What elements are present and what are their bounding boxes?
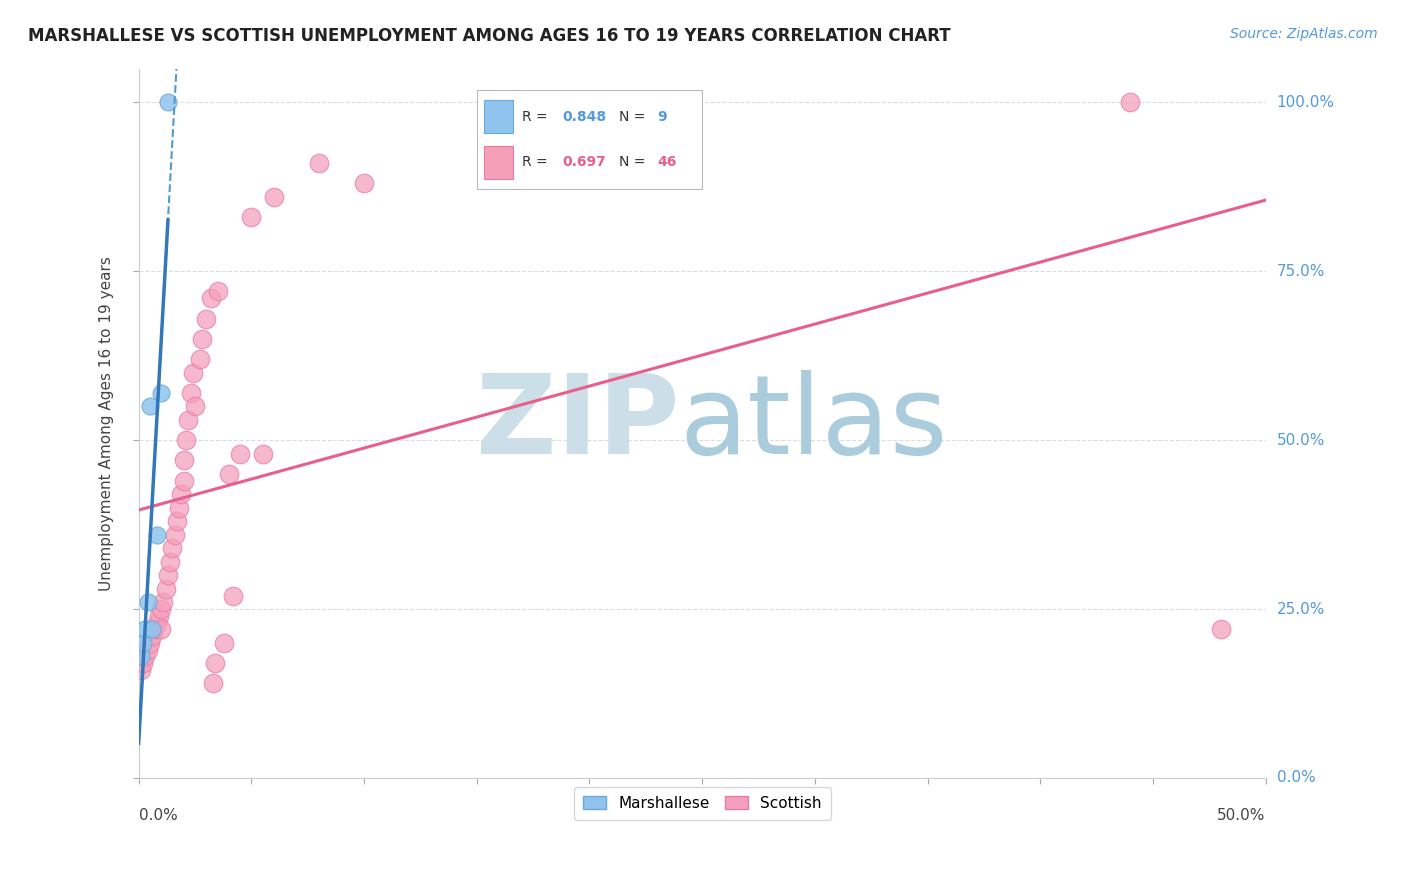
Point [214, 636, 236, 650]
Point [207, 285, 229, 299]
Point [229, 447, 252, 461]
Point [163, 527, 186, 541]
Point [200, 291, 222, 305]
Point [263, 190, 285, 204]
Point [174, 433, 197, 447]
Point [134, 649, 156, 664]
Text: 50.0%: 50.0% [1277, 433, 1324, 448]
Point [177, 413, 200, 427]
Text: 25.0%: 25.0% [1277, 601, 1324, 616]
Text: 0.0%: 0.0% [139, 808, 177, 823]
Text: atlas: atlas [679, 369, 948, 476]
Point [159, 555, 181, 569]
Y-axis label: Unemployment Among Ages 16 to 19 years: Unemployment Among Ages 16 to 19 years [100, 256, 114, 591]
Point [150, 622, 173, 636]
Point [139, 636, 162, 650]
Point [129, 663, 152, 677]
Point [204, 656, 226, 670]
Point [181, 366, 204, 380]
Point [155, 582, 177, 596]
Point [170, 487, 193, 501]
Point [134, 622, 156, 636]
Text: Source: ZipAtlas.com: Source: ZipAtlas.com [1230, 27, 1378, 41]
Point [150, 602, 173, 616]
Point [152, 595, 174, 609]
Point [578, 95, 600, 110]
Text: MARSHALLESE VS SCOTTISH UNEMPLOYMENT AMONG AGES 16 TO 19 YEARS CORRELATION CHART: MARSHALLESE VS SCOTTISH UNEMPLOYMENT AMO… [28, 27, 950, 45]
Point [136, 595, 159, 609]
Point [188, 352, 211, 367]
Point [156, 568, 179, 582]
Point [195, 311, 218, 326]
Point [136, 642, 159, 657]
Point [191, 332, 214, 346]
Point [150, 385, 173, 400]
Point [1119, 95, 1142, 110]
Text: 50.0%: 50.0% [1218, 808, 1265, 823]
Text: 100.0%: 100.0% [1277, 95, 1334, 110]
Point [353, 177, 375, 191]
Point [141, 622, 163, 636]
Point [166, 514, 188, 528]
Point [1209, 622, 1232, 636]
Point [156, 95, 179, 110]
Point [252, 447, 274, 461]
Point [143, 622, 166, 636]
Point [167, 500, 190, 515]
Point [145, 615, 167, 630]
Point [139, 400, 162, 414]
Text: ZIP: ZIP [477, 369, 679, 476]
Text: 0.0%: 0.0% [1277, 771, 1316, 786]
Point [132, 636, 155, 650]
Point [141, 629, 163, 643]
Point [129, 649, 152, 664]
Point [202, 676, 225, 690]
Point [173, 474, 195, 488]
Point [162, 541, 184, 556]
Point [222, 589, 245, 603]
Point [218, 467, 240, 481]
Point [132, 656, 155, 670]
Legend: Marshallese, Scottish: Marshallese, Scottish [574, 787, 831, 820]
Text: 75.0%: 75.0% [1277, 264, 1324, 278]
Point [148, 608, 170, 623]
Point [173, 453, 195, 467]
Point [184, 400, 207, 414]
Point [145, 527, 167, 541]
Point [308, 156, 330, 170]
Point [179, 385, 201, 400]
Point [240, 210, 263, 224]
